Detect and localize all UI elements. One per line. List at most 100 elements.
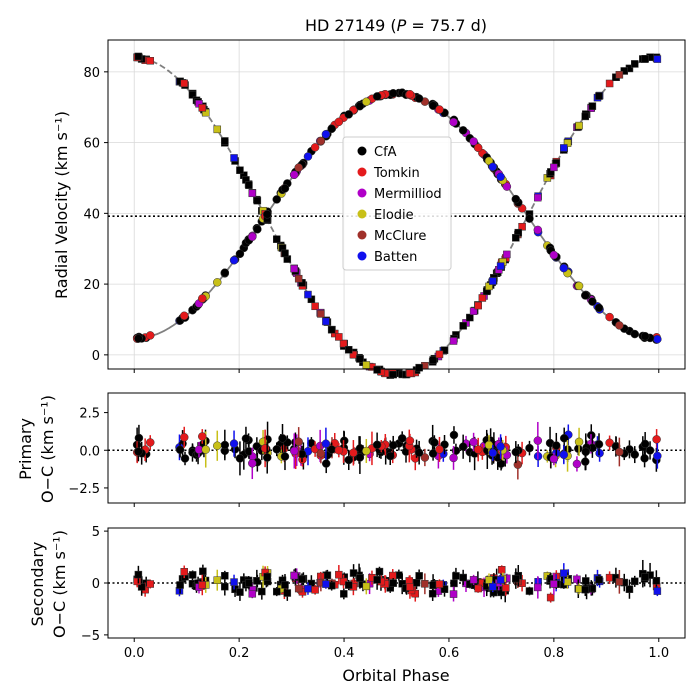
secondary-residual-point bbox=[199, 567, 207, 576]
legend-label-batten: Batten bbox=[374, 250, 417, 265]
secondary-residual-point bbox=[290, 571, 298, 580]
primary-residual-point bbox=[581, 457, 590, 466]
primary-residual-point bbox=[372, 440, 382, 450]
primary-residual-point bbox=[458, 442, 468, 451]
secondary-rv-point bbox=[512, 234, 520, 242]
secondary-residual-point bbox=[188, 571, 197, 579]
secondary-residual-point bbox=[406, 583, 414, 591]
legend-entry-mcclure: McClure bbox=[357, 229, 426, 244]
top-ytick-label: 60 bbox=[83, 137, 100, 152]
primary-residual-point bbox=[473, 445, 483, 454]
xtick-label: 0.8 bbox=[544, 646, 565, 661]
secondary-residual-point bbox=[440, 585, 449, 593]
legend-entry-batten: Batten bbox=[357, 250, 417, 265]
primary-rv-point bbox=[640, 331, 650, 341]
primary-residual-point bbox=[289, 446, 299, 456]
primary-residual-point bbox=[630, 450, 640, 459]
secondary-residual-point bbox=[281, 581, 289, 589]
primary-residual-point bbox=[388, 440, 398, 450]
top-ylabel: Radial Velocity (km s⁻¹) bbox=[52, 111, 71, 299]
primary-residual-point bbox=[175, 445, 185, 455]
secondary-residual-point bbox=[213, 576, 222, 584]
primary-residual-point bbox=[327, 445, 336, 454]
primary-rv-point bbox=[198, 294, 207, 303]
secondary-rv-point bbox=[466, 313, 474, 322]
secondary-residual-point bbox=[573, 575, 581, 584]
primary-residual-point bbox=[321, 459, 331, 468]
primary-residual-point bbox=[134, 433, 144, 443]
primary-rv-point bbox=[316, 136, 326, 146]
secondary-residual-point bbox=[221, 582, 229, 591]
legend-label-tomkin: Tomkin bbox=[373, 166, 420, 181]
secondary-residual-point bbox=[435, 580, 444, 588]
legend-marker-elodie bbox=[357, 209, 367, 219]
primary-residual-point bbox=[280, 452, 290, 461]
secondary-residual-point bbox=[349, 569, 358, 577]
secondary-rv-point bbox=[373, 366, 381, 374]
secondary-residual-point bbox=[356, 574, 364, 582]
primary-residual-point bbox=[213, 441, 222, 450]
primary-rv-point bbox=[574, 281, 584, 291]
legend-marker-batten bbox=[357, 251, 367, 261]
secondary-residual-point bbox=[248, 590, 257, 598]
xtick-label: 0.0 bbox=[124, 646, 145, 661]
secondary-rv-point bbox=[550, 163, 558, 172]
primary-rv-point bbox=[428, 101, 438, 110]
primary-rv-point bbox=[294, 163, 303, 172]
primary-residual-point bbox=[272, 445, 281, 454]
secondary-residual-panel: −5 0 5 0.0 0.2 0.4 0.6 0.8 1.0 bbox=[81, 525, 686, 661]
primary-residual-point bbox=[525, 443, 534, 453]
secondary-rv-point bbox=[575, 121, 583, 130]
primary-residual-point bbox=[134, 447, 143, 456]
legend-marker-cfa bbox=[357, 146, 367, 156]
secondary-rv-point bbox=[534, 193, 542, 202]
primary-residual-point bbox=[594, 439, 604, 449]
primary-residual-point bbox=[316, 449, 326, 458]
primary-residual-point bbox=[362, 446, 371, 456]
primary-residual-point bbox=[428, 449, 438, 458]
primary-rv-point bbox=[511, 194, 521, 204]
secondary-residual-point bbox=[474, 584, 482, 593]
secondary-residual-point bbox=[236, 588, 244, 596]
bottom-ylabel-line2: O−C (km s⁻¹) bbox=[50, 530, 69, 638]
secondary-rv-point bbox=[253, 196, 262, 205]
secondary-residual-point bbox=[304, 584, 312, 593]
secondary-rv-point bbox=[339, 339, 348, 348]
primary-residual-point bbox=[511, 447, 521, 457]
primary-residual-point bbox=[397, 434, 407, 443]
primary-rv-point bbox=[229, 255, 239, 265]
secondary-residual-point bbox=[221, 572, 229, 580]
secondary-residual-point bbox=[512, 574, 520, 583]
primary-rv-point bbox=[327, 124, 336, 134]
primary-rv-point bbox=[248, 232, 257, 242]
secondary-rv-point bbox=[449, 337, 458, 345]
primary-residual-point bbox=[572, 459, 582, 469]
primary-rv-point bbox=[449, 117, 458, 127]
primary-residual-point bbox=[449, 430, 459, 440]
middle-ytick-label: 0.0 bbox=[79, 444, 100, 459]
primary-residual-point bbox=[645, 446, 655, 455]
secondary-residual-point bbox=[283, 589, 292, 597]
legend-entry-tomkin: Tomkin bbox=[357, 166, 420, 181]
primary-rv-point bbox=[605, 312, 614, 322]
primary-residual-point bbox=[294, 437, 303, 446]
primary-rv-point bbox=[473, 143, 483, 153]
secondary-rv-point bbox=[560, 144, 568, 152]
secondary-residual-point bbox=[502, 584, 510, 592]
secondary-residual-point bbox=[652, 576, 661, 585]
secondary-residual-point bbox=[245, 579, 253, 587]
secondary-rv-point bbox=[478, 294, 487, 302]
secondary-residual-point bbox=[272, 587, 281, 596]
secondary-rv-point bbox=[362, 361, 371, 369]
secondary-residual-point bbox=[496, 576, 505, 584]
secondary-rv-point bbox=[620, 67, 629, 75]
xtick-label: 0.6 bbox=[439, 646, 460, 661]
primary-residual-point bbox=[179, 433, 189, 442]
primary-residual-point bbox=[549, 454, 559, 464]
secondary-rv-point bbox=[631, 60, 639, 68]
legend: CfA Tomkin Mermilliod Elodie McClure Bat… bbox=[342, 136, 452, 271]
secondary-residual-point bbox=[230, 578, 238, 586]
secondary-rv-point bbox=[245, 181, 253, 189]
legend-marker-mcclure bbox=[357, 230, 367, 240]
primary-residual-point bbox=[513, 460, 523, 469]
